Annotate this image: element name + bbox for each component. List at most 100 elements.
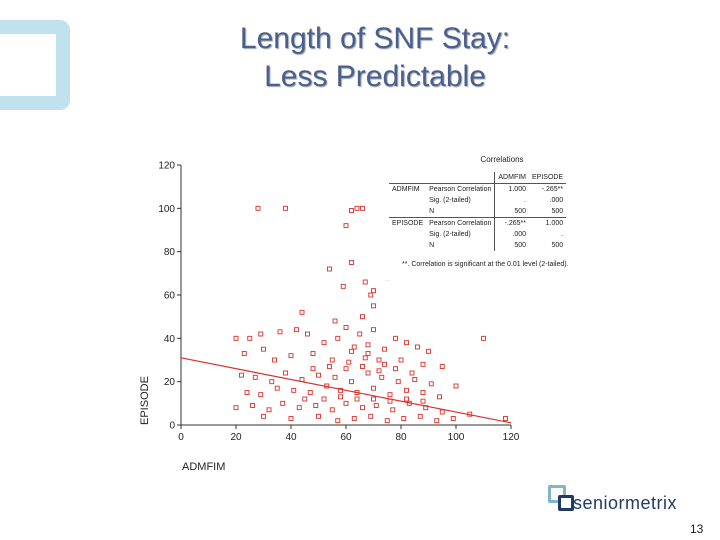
cell-value: . — [561, 231, 564, 238]
data-point — [481, 335, 486, 341]
data-point — [316, 413, 321, 419]
data-point — [305, 331, 310, 337]
page-number: 13 — [690, 522, 704, 536]
data-point — [376, 368, 382, 374]
y-tick-label: 80 — [164, 247, 176, 258]
data-point — [349, 379, 354, 385]
data-point — [428, 381, 434, 387]
data-point — [332, 318, 338, 324]
title-line-2: Less Predictable — [264, 60, 486, 93]
data-point — [371, 303, 376, 309]
data-point — [310, 351, 316, 356]
data-point — [398, 357, 404, 363]
seniormetrix-logo: seniormetrix — [548, 483, 698, 517]
row-var: ADMFIM — [392, 186, 420, 193]
row-stat: Pearson Correlation — [426, 217, 496, 229]
y-tick-label: 60 — [164, 291, 176, 302]
data-point — [382, 346, 387, 352]
data-point — [338, 394, 343, 400]
data-point — [368, 292, 374, 298]
data-point — [239, 372, 244, 378]
data-point — [360, 364, 365, 369]
data-point — [420, 361, 426, 367]
data-point — [434, 418, 440, 424]
data-point — [365, 342, 371, 348]
data-point — [365, 370, 371, 376]
data-point — [371, 385, 376, 391]
row-stat: Pearson Correlation — [426, 183, 496, 195]
data-point — [335, 418, 341, 424]
data-point — [321, 396, 327, 402]
data-point — [250, 403, 255, 408]
data-point — [371, 288, 376, 294]
data-point — [373, 403, 379, 408]
data-point — [349, 208, 354, 213]
data-point — [503, 416, 508, 421]
cell-value: 1.000 — [508, 186, 526, 193]
x-tick-label: 0 — [178, 432, 184, 443]
data-point — [329, 407, 335, 413]
data-point — [390, 407, 396, 413]
data-point — [415, 344, 420, 350]
data-point — [450, 416, 456, 421]
y-axis-label: EPISODE — [139, 376, 151, 425]
data-point — [420, 398, 426, 404]
data-point — [362, 355, 368, 361]
data-point — [439, 364, 445, 369]
fit-line — [180, 357, 512, 424]
data-point — [343, 366, 349, 372]
data-point — [409, 370, 415, 376]
data-point — [294, 327, 299, 333]
row-stat: N — [426, 240, 496, 251]
correlations-title: Correlations — [480, 155, 524, 164]
data-point — [379, 374, 385, 380]
correlations-note: **. Correlation is significant at the 0.… — [402, 261, 569, 268]
data-point — [437, 394, 442, 400]
data-point — [327, 266, 332, 272]
data-point — [233, 405, 239, 411]
data-point — [343, 223, 349, 229]
data-point — [417, 413, 423, 419]
logo-text: seniormetrix — [573, 493, 678, 513]
data-point — [343, 325, 349, 330]
cell-value: .000 — [512, 231, 526, 238]
data-point — [327, 364, 332, 369]
data-point — [453, 383, 459, 389]
data-point — [307, 390, 313, 395]
data-point — [340, 283, 346, 289]
cell-value: 500 — [551, 208, 564, 215]
data-point — [269, 379, 275, 385]
col-header: ADMFIM — [494, 172, 529, 184]
data-point — [351, 344, 357, 350]
data-point — [371, 327, 376, 333]
data-point — [420, 390, 426, 395]
data-point — [241, 351, 247, 356]
data-point — [360, 405, 365, 411]
data-point — [439, 409, 445, 415]
row-stat: Sig. (2-tailed) — [426, 195, 496, 206]
data-point — [343, 400, 349, 406]
cell-value: -.265** — [541, 186, 564, 193]
x-axis-label: ADMFIM — [182, 461, 225, 473]
x-tick-label: 80 — [395, 432, 407, 443]
data-point — [404, 387, 409, 393]
data-point — [283, 370, 288, 376]
row-stat: Sig. (2-tailed) — [426, 229, 496, 240]
data-point — [272, 357, 277, 363]
x-tick-label: 20 — [230, 432, 242, 443]
data-point — [335, 335, 341, 341]
y-tick-label: 100 — [158, 204, 175, 215]
cell-value: 1.000 — [529, 217, 567, 229]
data-point — [252, 374, 258, 380]
data-point — [376, 357, 382, 363]
row-stat: N — [426, 206, 496, 218]
cell-value: 500 — [551, 242, 564, 249]
data-point — [382, 361, 387, 367]
data-point — [384, 418, 390, 424]
data-point — [255, 205, 261, 211]
decorative-square — [0, 20, 70, 110]
data-point — [349, 348, 354, 354]
data-point — [362, 279, 368, 285]
data-point — [338, 387, 343, 393]
